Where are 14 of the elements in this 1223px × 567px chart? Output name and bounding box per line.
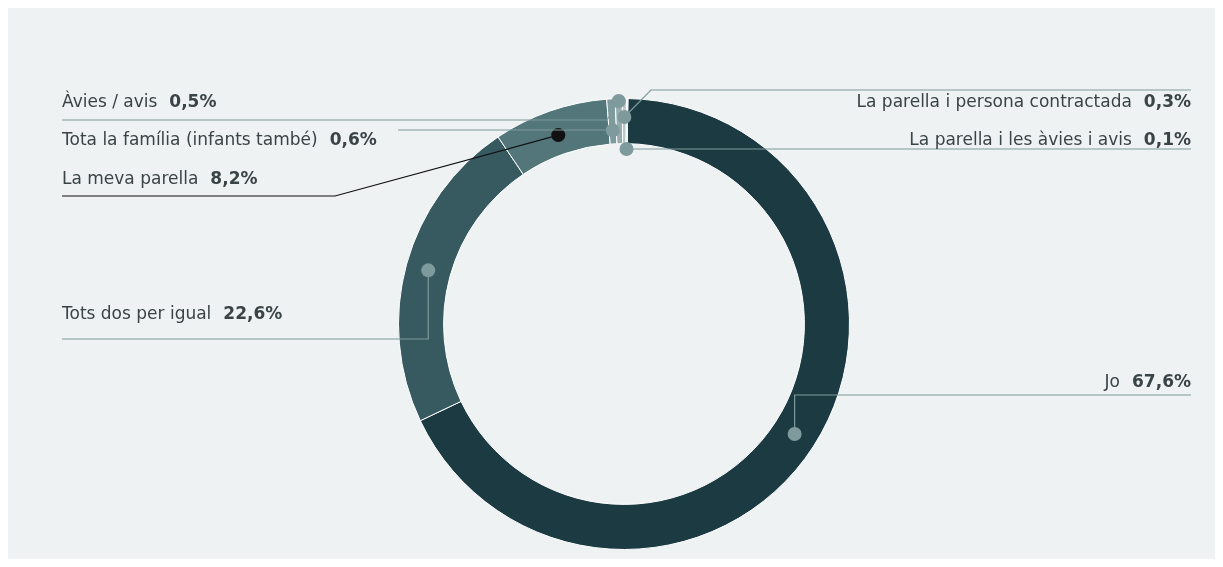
data-label: 8,2% bbox=[210, 168, 258, 189]
data-label: 0,1% bbox=[1143, 129, 1192, 150]
slice-label: Jo bbox=[1103, 371, 1121, 392]
slice-label: La parella i persona contractada bbox=[856, 91, 1132, 112]
data-label: 0,5% bbox=[169, 91, 217, 112]
data-label: 0,3% bbox=[1143, 91, 1192, 112]
slice-label: Àvies / avis bbox=[62, 90, 158, 112]
data-label: 0,6% bbox=[329, 129, 377, 150]
data-label: 67,6% bbox=[1132, 371, 1192, 392]
data-label: 22,6% bbox=[223, 303, 283, 324]
slice-label: Tots dos per igual bbox=[61, 303, 212, 324]
slice-label: La meva parella bbox=[62, 168, 199, 189]
slice-label: Tota la família (infants també) bbox=[61, 129, 318, 150]
slice-label: La parella i les àvies i avis bbox=[909, 129, 1132, 150]
